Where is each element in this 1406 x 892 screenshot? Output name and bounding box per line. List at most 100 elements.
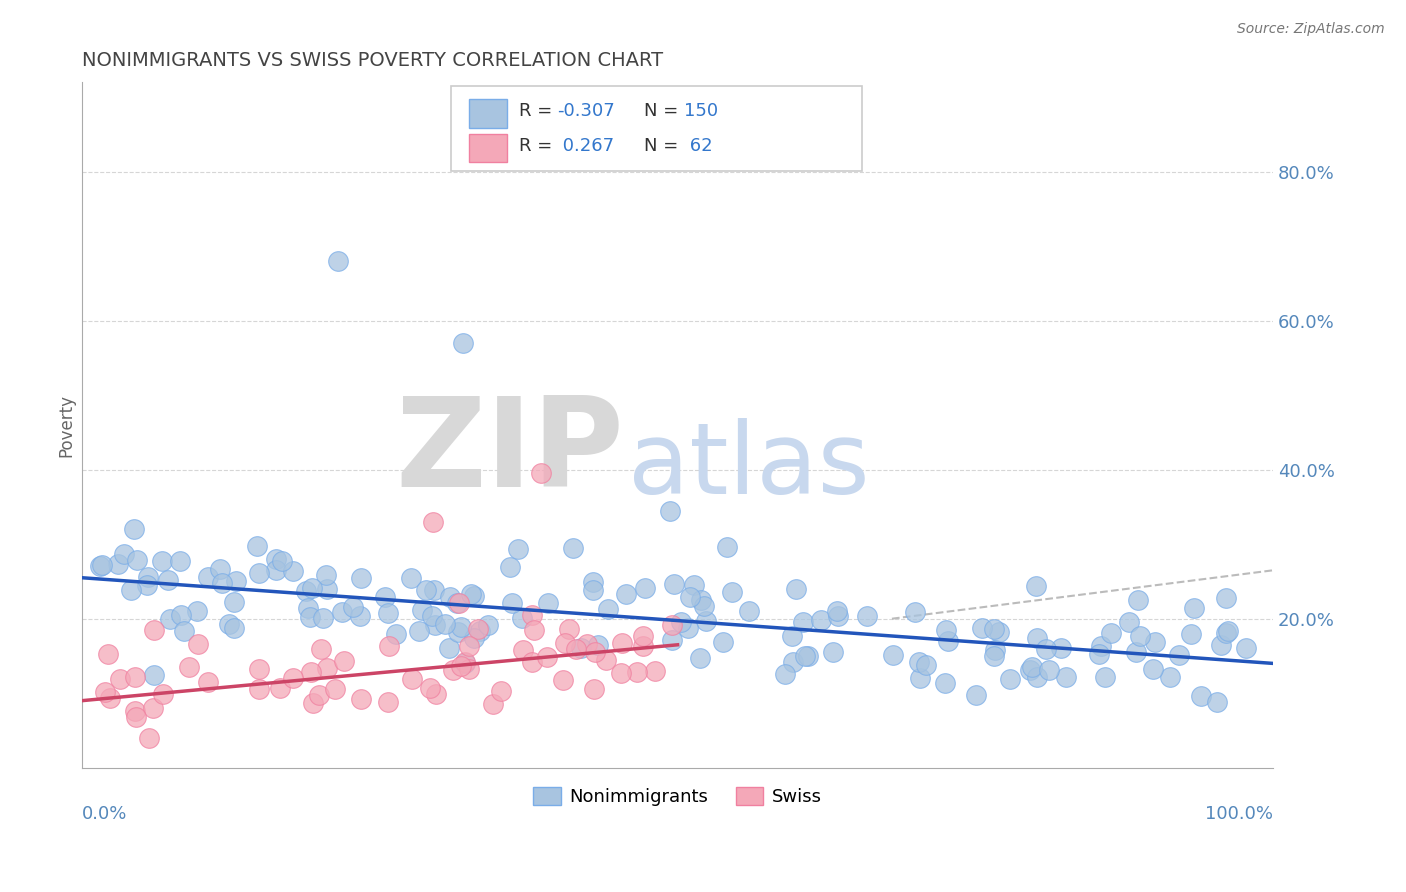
Text: N =: N = [644, 137, 685, 155]
Point [323, 681, 346, 696]
Point [437, 640, 460, 655]
Point [218, 616, 240, 631]
Point [423, 582, 446, 597]
Point [179, 660, 201, 674]
Point [186, 604, 208, 618]
Point [1218, 624, 1240, 638]
Point [695, 614, 717, 628]
Point [378, 639, 401, 653]
Point [827, 609, 849, 624]
Point [299, 665, 322, 680]
Point [434, 616, 457, 631]
Point [187, 637, 209, 651]
Point [797, 648, 820, 663]
Point [520, 655, 543, 669]
Point [463, 589, 485, 603]
Point [309, 642, 332, 657]
Point [350, 571, 373, 585]
Point [419, 681, 441, 696]
Point [208, 562, 231, 576]
Text: Source: ZipAtlas.com: Source: ZipAtlas.com [1237, 22, 1385, 37]
Point [143, 623, 166, 637]
Point [882, 648, 904, 663]
Point [269, 681, 291, 696]
Point [856, 608, 879, 623]
Point [1142, 661, 1164, 675]
Point [222, 621, 245, 635]
Text: atlas: atlas [627, 417, 869, 515]
Point [93, 684, 115, 698]
Point [120, 583, 142, 598]
Point [295, 584, 318, 599]
Point [124, 670, 146, 684]
Point [915, 658, 938, 673]
Point [98, 691, 121, 706]
Point [522, 608, 544, 623]
Point [1159, 670, 1181, 684]
Point [349, 609, 371, 624]
Point [558, 623, 581, 637]
Point [135, 577, 157, 591]
Point [936, 634, 959, 648]
Point [330, 606, 353, 620]
Point [481, 697, 503, 711]
Point [583, 645, 606, 659]
Point [721, 584, 744, 599]
Point [454, 656, 477, 670]
Point [1038, 663, 1060, 677]
Text: NONIMMIGRANTS VS SWISS POVERTY CORRELATION CHART: NONIMMIGRANTS VS SWISS POVERTY CORRELATI… [82, 51, 664, 70]
Point [312, 611, 335, 625]
Point [1128, 593, 1150, 607]
Point [634, 582, 657, 596]
Point [1021, 659, 1043, 673]
Point [614, 587, 637, 601]
Point [716, 540, 738, 554]
Point [523, 623, 546, 637]
Point [281, 564, 304, 578]
Point [124, 710, 146, 724]
Point [350, 692, 373, 706]
Y-axis label: Poverty: Poverty [58, 393, 75, 457]
Point [415, 582, 437, 597]
Point [1026, 631, 1049, 645]
Point [984, 642, 1007, 657]
Point [247, 681, 270, 696]
Point [1184, 600, 1206, 615]
Point [934, 675, 956, 690]
Point [782, 655, 804, 669]
Point [596, 602, 619, 616]
FancyBboxPatch shape [451, 86, 862, 171]
Point [903, 605, 925, 619]
Point [1094, 670, 1116, 684]
Point [107, 557, 129, 571]
Point [1090, 639, 1112, 653]
Point [197, 674, 219, 689]
Point [423, 618, 446, 632]
Point [935, 623, 957, 637]
Point [422, 515, 444, 529]
Point [112, 547, 135, 561]
Text: R =: R = [519, 103, 558, 120]
Point [450, 620, 472, 634]
Point [612, 636, 634, 650]
Point [450, 658, 472, 673]
Point [377, 607, 399, 621]
Text: 0.267: 0.267 [557, 137, 614, 155]
Point [1215, 591, 1237, 605]
Point [411, 602, 433, 616]
Point [110, 673, 132, 687]
Point [441, 663, 464, 677]
Point [510, 611, 533, 625]
Point [150, 554, 173, 568]
Legend: Nonimmigrants, Swiss: Nonimmigrants, Swiss [526, 780, 830, 814]
Point [810, 613, 832, 627]
Point [315, 661, 337, 675]
Point [792, 615, 814, 630]
Point [576, 637, 599, 651]
Point [451, 336, 474, 351]
Point [1035, 642, 1057, 657]
Point [693, 599, 716, 614]
Point [551, 673, 574, 688]
Point [569, 640, 592, 655]
Point [225, 574, 247, 588]
